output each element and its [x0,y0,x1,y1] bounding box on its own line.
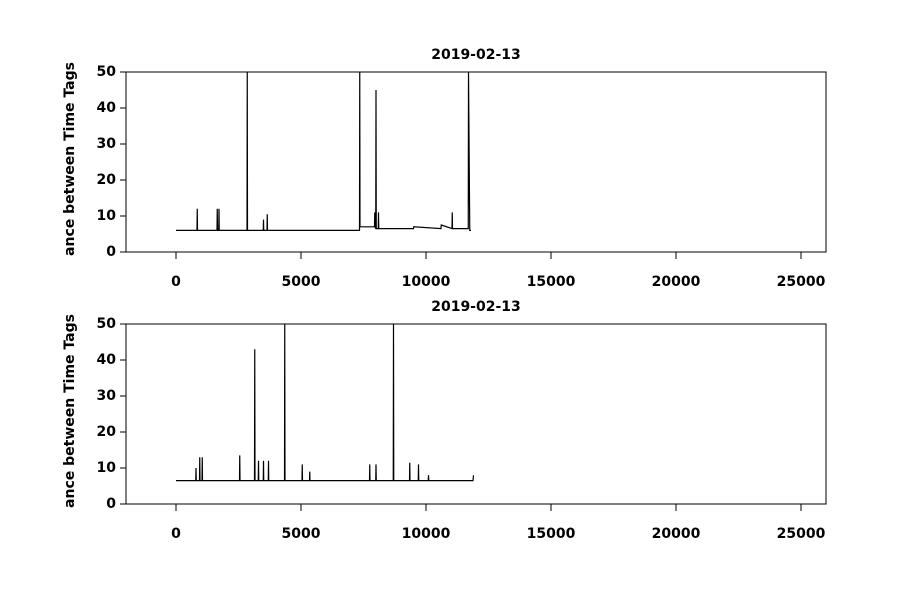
y-tick-label: 10 [97,460,117,476]
x-tick-label: 0 [171,526,181,542]
y-tick-label: 50 [97,64,117,80]
subplot: 2019-02-13 ance between Time Tags 0 10 20 30 4… [62,47,827,290]
x-tick-label: 25000 [777,526,826,542]
x-tick-label: 5000 [282,274,321,290]
data-line [176,324,475,482]
x-tick-label: 25000 [777,274,826,290]
y-tick-label: 40 [97,100,117,116]
x-tick-label: 20000 [652,526,701,542]
subplot: 2019-02-13 ance between Time Tags 0 10 20 30 4… [62,299,827,542]
chart-title: 2019-02-13 [431,299,521,315]
chart-title: 2019-02-13 [431,47,521,63]
y-tick-label: 0 [106,244,116,260]
x-tick-label: 15000 [527,274,576,290]
plot-frame [125,323,827,505]
y-tick-label: 30 [97,388,117,404]
x-tick-label: 20000 [652,274,701,290]
y-tick-label: 30 [97,136,117,152]
y-axis-label: ance between Time Tags [62,62,78,256]
x-tick-label: 10000 [402,526,451,542]
data-line [176,72,471,231]
x-tick-label: 15000 [527,526,576,542]
y-tick-label: 20 [97,424,117,440]
y-tick-label: 20 [97,172,117,188]
y-tick-label: 40 [97,352,117,368]
y-tick-label: 50 [97,316,117,332]
y-tick-label: 0 [106,496,116,512]
plot-frame [125,71,827,253]
y-tick-label: 10 [97,208,117,224]
y-axis-label: ance between Time Tags [62,314,78,508]
x-tick-label: 10000 [402,274,451,290]
x-tick-label: 5000 [282,526,321,542]
x-tick-label: 0 [171,274,181,290]
